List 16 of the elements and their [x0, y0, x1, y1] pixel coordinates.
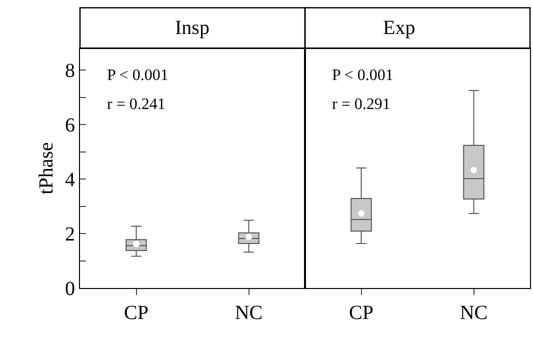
y-tick-label: 6: [65, 114, 75, 137]
x-tick-label: NC: [234, 302, 263, 324]
y-tick-label: 0: [65, 278, 75, 300]
annotation: P < 0.001: [107, 67, 168, 84]
y-axis-title: tPhase: [36, 142, 58, 194]
x-tick-label: CP: [349, 302, 374, 324]
chart-title: Exp: [383, 17, 416, 39]
y-tick-label: 8: [65, 60, 75, 82]
x-tick-label: NC: [460, 302, 488, 324]
annotation: r = 0.241: [107, 96, 166, 113]
y-tick-label: 4: [65, 169, 75, 192]
chart-title: Insp: [175, 17, 210, 39]
annotation: P < 0.001: [332, 67, 394, 84]
x-tick-label: CP: [124, 302, 148, 324]
annotation: r = 0.291: [332, 96, 390, 113]
y-tick-label: 2: [65, 224, 75, 246]
